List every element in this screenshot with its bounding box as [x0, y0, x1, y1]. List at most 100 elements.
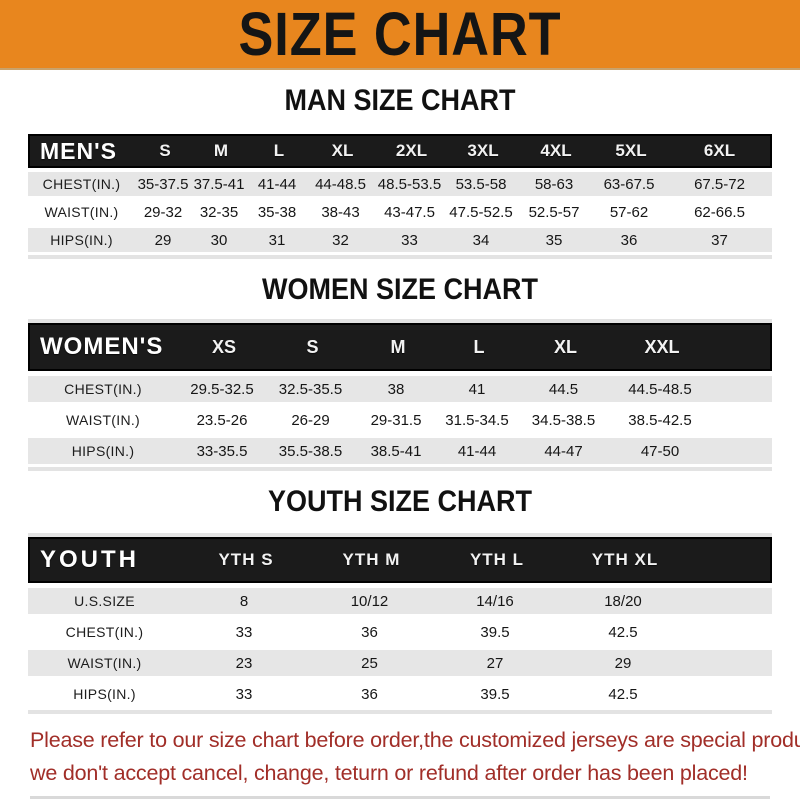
- men-chest-row: CHEST(IN.) 35-37.5 37.5-41 41-44 44-48.5…: [28, 172, 772, 196]
- table-cell: 26-29: [291, 411, 330, 429]
- row-label: CHEST(IN.): [65, 624, 144, 640]
- table-cell: 38.5-41: [370, 442, 422, 460]
- row-label: WAIST(IN.): [65, 412, 141, 428]
- men-column-header: 4XL: [540, 141, 572, 160]
- table-cell: 35.5-38.5: [278, 442, 343, 460]
- men-table-bottom-edge: [28, 255, 772, 259]
- women-chest-row: CHEST(IN.) 29.5-32.5 32.5-35.5 38 41 44.…: [28, 376, 772, 402]
- youth-waist-row: WAIST(IN.) 23 25 27 29: [28, 650, 772, 676]
- men-waist-row: WAIST(IN.) 29-32 32-35 35-38 38-43 43-47…: [28, 200, 772, 224]
- table-cell: 58-63: [534, 175, 574, 193]
- table-cell: 32-35: [199, 203, 239, 221]
- women-column-header: L: [473, 336, 485, 357]
- table-cell: 57-62: [609, 203, 649, 221]
- banner: SIZE CHART: [0, 0, 800, 70]
- men-section-heading: MAN SIZE CHART: [284, 84, 516, 117]
- table-cell: 29: [154, 231, 172, 249]
- women-waist-row: WAIST(IN.) 23.5-26 26-29 29-31.5 31.5-34…: [28, 407, 772, 433]
- table-cell: 41-44: [457, 442, 497, 460]
- youth-chest-row: CHEST(IN.) 33 36 39.5 42.5: [28, 619, 772, 645]
- youth-column-header: YTH S: [218, 550, 274, 569]
- row-label: HIPS(IN.): [73, 686, 136, 702]
- table-cell: 42.5: [608, 685, 638, 703]
- table-cell: 37.5-41: [193, 175, 245, 193]
- table-cell: 25: [361, 654, 378, 672]
- youth-column-header: YTH M: [342, 550, 401, 569]
- men-table-title: MEN'S: [40, 137, 117, 164]
- women-table-top-edge: [28, 319, 772, 323]
- women-size-table: WOMEN'S XS S M L XL XXL CHEST(IN.) 29.5-…: [28, 319, 772, 471]
- women-column-header: M: [390, 336, 406, 357]
- table-cell: 29-31.5: [370, 411, 422, 429]
- section-men: MAN SIZE CHART MEN'S S M L XL 2XL 3XL 4X…: [0, 84, 800, 259]
- men-size-table: MEN'S S M L XL 2XL 3XL 4XL 5XL 6XL CHEST…: [28, 134, 772, 259]
- women-hips-row: HIPS(IN.) 33-35.5 35.5-38.5 38.5-41 41-4…: [28, 438, 772, 464]
- table-cell: 47-50: [640, 442, 680, 460]
- row-label: HIPS(IN.): [50, 232, 113, 248]
- table-cell: 33-35.5: [196, 442, 248, 460]
- youth-section-heading: YOUTH SIZE CHART: [267, 485, 533, 518]
- men-column-header: L: [273, 141, 285, 160]
- table-cell: 44-47: [544, 442, 583, 460]
- table-cell: 14/16: [476, 592, 514, 610]
- women-column-header: XXL: [644, 336, 680, 357]
- table-cell: 27: [486, 654, 504, 672]
- table-cell: 38: [387, 380, 405, 398]
- youth-table-top-edge: [28, 533, 772, 537]
- disclaimer-line-1: Please refer to our size chart before or…: [30, 728, 800, 752]
- section-women: WOMEN SIZE CHART WOMEN'S XS S M L XL XXL…: [0, 273, 800, 471]
- youth-column-header: YTH XL: [591, 550, 659, 569]
- women-table-header-row: WOMEN'S XS S M L XL XXL: [28, 323, 772, 371]
- table-cell: 47.5-52.5: [449, 203, 513, 221]
- row-label: WAIST(IN.): [67, 655, 142, 671]
- table-cell: 31.5-34.5: [445, 411, 509, 429]
- table-cell: 34.5-38.5: [531, 411, 596, 429]
- youth-hips-row: HIPS(IN.) 33 36 39.5 42.5: [28, 681, 772, 707]
- table-cell: 8: [239, 592, 249, 610]
- youth-table-title: YOUTH: [40, 546, 139, 573]
- men-column-header: 6XL: [703, 141, 736, 160]
- table-cell: 38.5-42.5: [628, 411, 692, 429]
- table-cell: 29-32: [143, 203, 183, 221]
- men-column-header: 3XL: [467, 141, 499, 160]
- row-label: U.S.SIZE: [74, 593, 135, 609]
- table-cell: 63-67.5: [603, 175, 655, 193]
- table-cell: 39.5: [480, 623, 510, 641]
- table-cell: 38-43: [321, 203, 360, 221]
- row-label: CHEST(IN.): [64, 381, 142, 397]
- table-cell: 18/20: [604, 592, 642, 610]
- table-cell: 29.5-32.5: [190, 380, 254, 398]
- table-cell: 48.5-53.5: [377, 175, 442, 193]
- table-cell: 36: [361, 685, 378, 703]
- table-cell: 41-44: [257, 175, 297, 193]
- page-bottom-edge: [30, 796, 770, 799]
- men-column-header: XL: [331, 141, 354, 160]
- table-cell: 36: [361, 623, 378, 641]
- table-cell: 35-38: [257, 203, 297, 221]
- youth-table-header-row: YOUTH YTH S YTH M YTH L YTH XL: [28, 537, 772, 583]
- men-column-header: S: [159, 141, 171, 160]
- women-column-header: XS: [211, 336, 236, 357]
- row-label: CHEST(IN.): [42, 176, 121, 192]
- table-cell: 34: [472, 231, 490, 249]
- youth-column-header: YTH L: [469, 550, 525, 569]
- table-cell: 41: [468, 380, 486, 398]
- youth-ussize-row: U.S.SIZE 8 10/12 14/16 18/20: [28, 588, 772, 614]
- row-label: WAIST(IN.): [44, 204, 119, 220]
- table-cell: 44.5: [548, 380, 579, 398]
- men-column-header: M: [213, 141, 229, 160]
- disclaimer: Please refer to our size chart before or…: [0, 724, 800, 790]
- table-cell: 52.5-57: [528, 203, 580, 221]
- table-cell: 32: [332, 231, 349, 249]
- men-table-header-row: MEN'S S M L XL 2XL 3XL 4XL 5XL 6XL: [28, 134, 772, 168]
- disclaimer-line-2: we don't accept cancel, change, teturn o…: [30, 761, 748, 785]
- page-title: SIZE CHART: [238, 0, 562, 69]
- youth-size-table: YOUTH YTH S YTH M YTH L YTH XL U.S.SIZE …: [28, 533, 772, 714]
- table-cell: 30: [210, 231, 228, 249]
- table-cell: 33: [235, 685, 253, 703]
- table-cell: 36: [620, 231, 638, 249]
- table-cell: 35-37.5: [137, 175, 189, 193]
- table-cell: 10/12: [350, 592, 389, 610]
- table-cell: 43-47.5: [384, 203, 435, 221]
